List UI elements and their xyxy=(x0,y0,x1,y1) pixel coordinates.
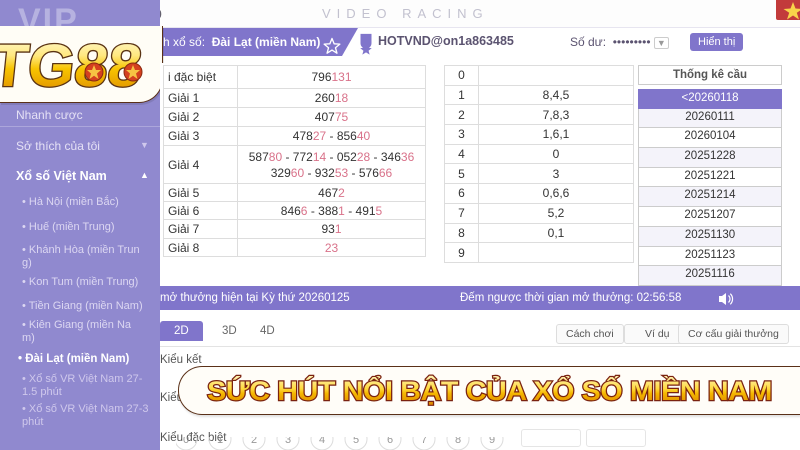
svg-text:4: 4 xyxy=(319,437,325,446)
svg-text:8: 8 xyxy=(455,437,461,446)
svg-text:7: 7 xyxy=(421,437,427,446)
svg-text:SỨC HÚT NỔI BẬT CỦA XỔ SỐ MIỀN: SỨC HÚT NỔI BẬT CỦA XỔ SỐ MIỀN NAM xyxy=(207,375,772,406)
svg-text:3: 3 xyxy=(285,437,291,446)
svg-text:2: 2 xyxy=(251,437,257,446)
svg-text:9: 9 xyxy=(489,437,495,446)
svg-text:0: 0 xyxy=(183,437,189,446)
svg-text:TG88: TG88 xyxy=(0,32,145,99)
svg-text:6: 6 xyxy=(387,437,393,446)
svg-text:5: 5 xyxy=(353,437,359,446)
svg-text:1: 1 xyxy=(217,437,223,446)
